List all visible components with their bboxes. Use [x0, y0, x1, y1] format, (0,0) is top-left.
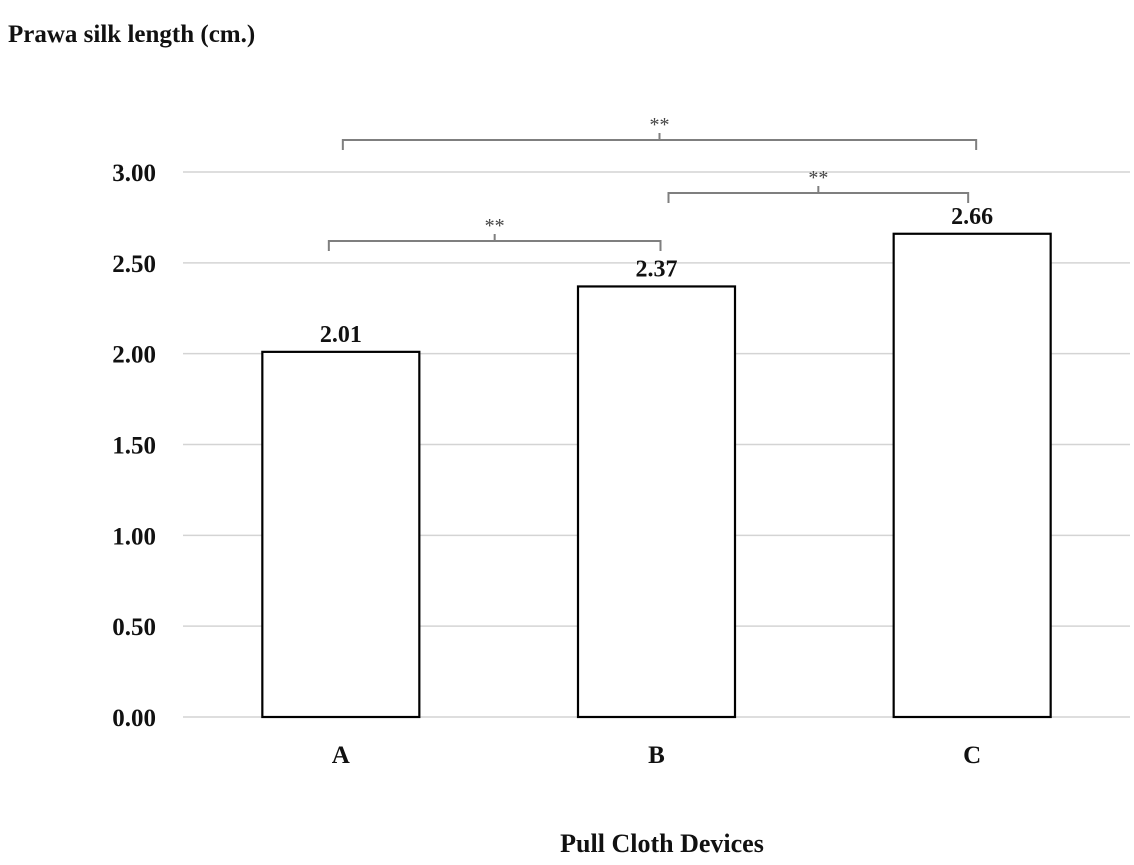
y-tick-label: 0.50: [112, 614, 156, 641]
significance-bracket-b-c: [667, 186, 970, 203]
x-axis-label: Pull Cloth Devices: [560, 829, 764, 858]
significance-bracket-a-b: [327, 234, 662, 251]
y-tick-label: 3.00: [112, 160, 156, 187]
x-tick-label: A: [332, 742, 350, 769]
y-tick-labels: 0.00 0.50 1.00 1.50 2.00 2.50 3.00: [112, 160, 156, 732]
significance-bracket-a-c: [341, 133, 978, 150]
bars: [261, 232, 1052, 719]
y-tick-label: 2.50: [112, 251, 156, 278]
bar-c: [892, 232, 1052, 719]
value-label: 2.66: [951, 204, 993, 230]
significance-label: **: [808, 167, 828, 189]
y-tick-label: 2.00: [112, 342, 156, 369]
value-label: 2.37: [636, 256, 678, 282]
value-label: 2.01: [320, 322, 362, 348]
x-tick-label: B: [648, 742, 665, 769]
x-tick-labels: A B C: [332, 742, 981, 769]
bar-a: [261, 350, 421, 719]
y-tick-label: 0.00: [112, 705, 156, 732]
y-tick-label: 1.50: [112, 433, 156, 460]
y-axis-label: Prawa silk length (cm.): [8, 21, 255, 48]
bar-b: [576, 285, 737, 719]
significance-label: **: [485, 215, 505, 237]
value-labels: 2.01 2.37 2.66: [320, 204, 993, 348]
significance-brackets: ** ** **: [327, 114, 978, 251]
y-tick-label: 1.00: [112, 523, 156, 550]
significance-label: **: [650, 114, 670, 136]
x-tick-label: C: [963, 742, 981, 769]
